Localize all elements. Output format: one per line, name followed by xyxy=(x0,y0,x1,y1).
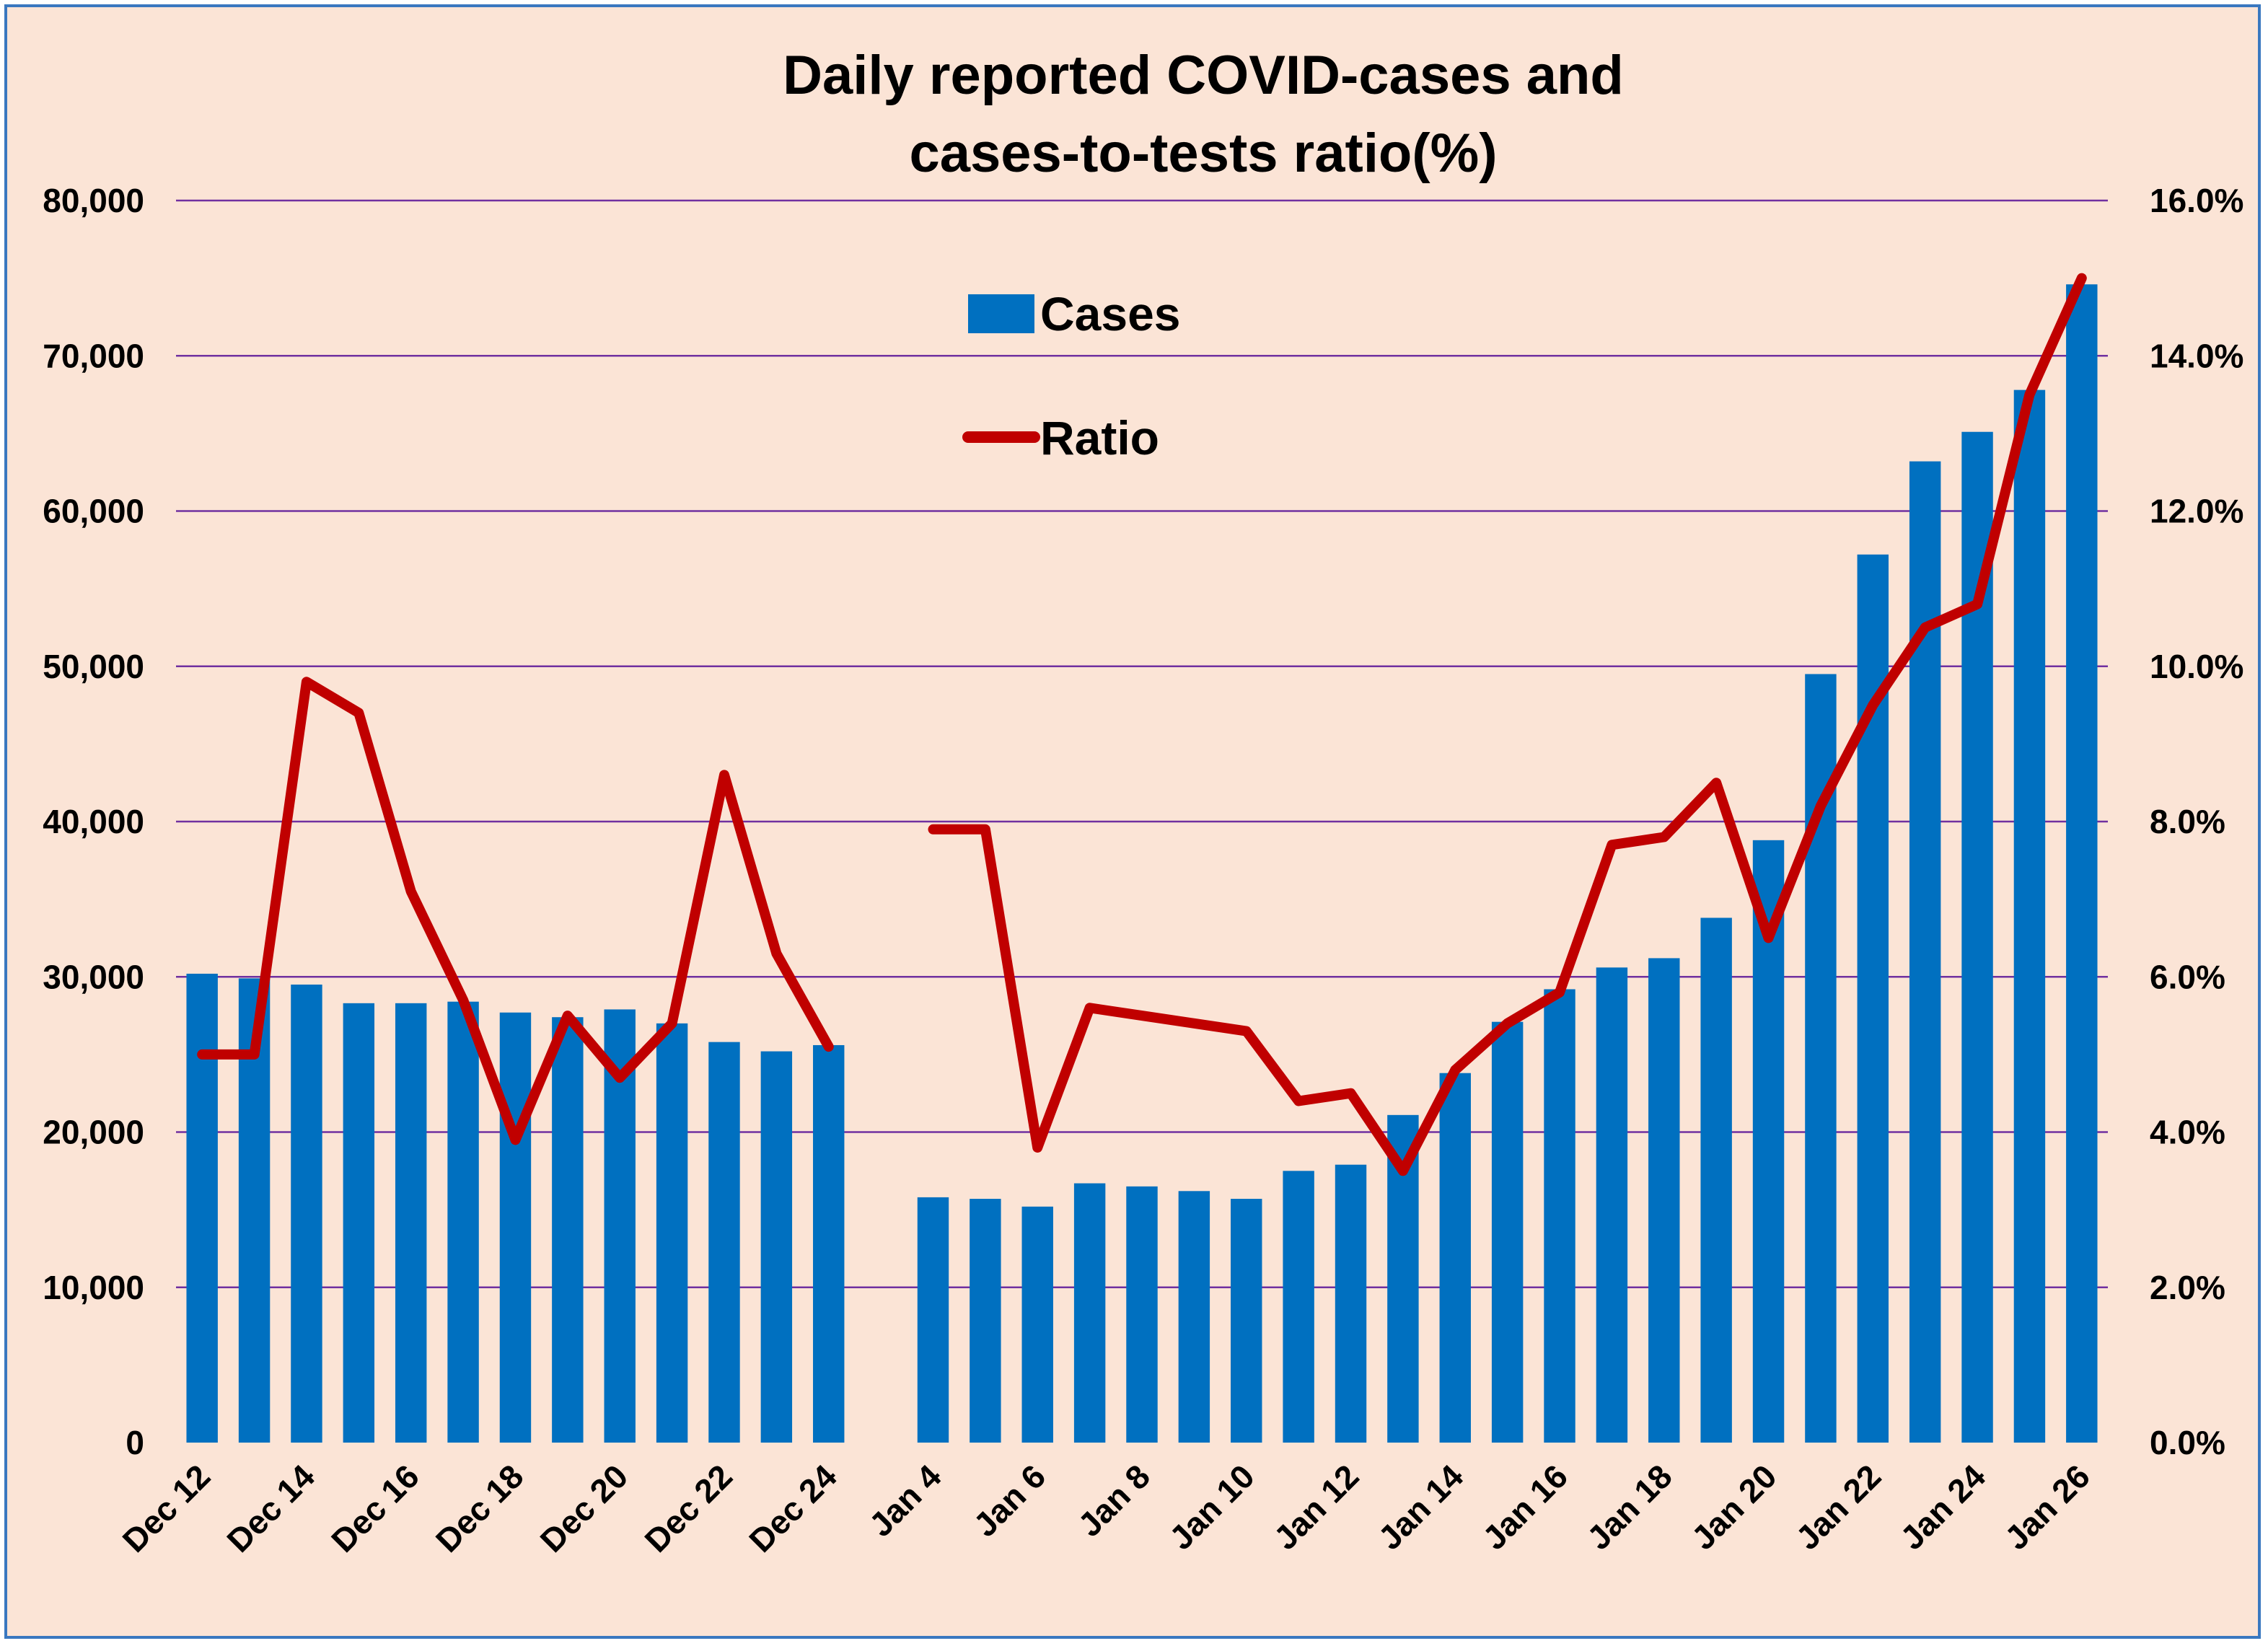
chart: Daily reported COVID-cases and cases-to-… xyxy=(43,45,2243,1559)
bar-jan-10 xyxy=(1231,1199,1262,1443)
right-axis-tick-label: 0.0% xyxy=(2150,1424,2225,1461)
left-axis-tick-label: 30,000 xyxy=(43,958,144,995)
left-axis-tick-label: 10,000 xyxy=(43,1269,144,1306)
bar-jan-4 xyxy=(917,1197,949,1443)
right-axis-tick-label: 6.0% xyxy=(2150,958,2225,995)
x-axis-tick-label: Dec 20 xyxy=(533,1457,636,1559)
bar-jan-23 xyxy=(1909,461,1941,1443)
gridlines xyxy=(176,199,2108,1288)
bar-dec-17 xyxy=(447,1001,479,1443)
right-axis-tick-label: 10.0% xyxy=(2150,648,2243,685)
x-axis-tick-label: Dec 16 xyxy=(324,1457,426,1559)
left-axis-tick-label: 70,000 xyxy=(43,337,144,374)
x-axis-tick-label: Jan 16 xyxy=(1475,1457,1575,1557)
right-axis: 0.0% 2.0% 4.0% 6.0% 8.0% 10.0% 12.0% 14.0% 16.0% xyxy=(2150,182,2243,1461)
x-axis-tick-label: Jan 18 xyxy=(1580,1457,1679,1557)
bar-dec-12 xyxy=(186,973,218,1443)
left-axis-tick-label: 50,000 xyxy=(43,648,144,685)
x-axis-tick-label: Jan 26 xyxy=(1997,1457,2097,1557)
legend-label-ratio: Ratio xyxy=(1040,411,1159,465)
bar-dec-16 xyxy=(395,1003,427,1443)
x-axis-tick-label: Jan 14 xyxy=(1371,1457,1470,1557)
bar-dec-22 xyxy=(708,1042,740,1443)
right-axis-tick-label: 14.0% xyxy=(2150,337,2243,374)
bar-jan-9 xyxy=(1178,1191,1210,1443)
right-axis-tick-label: 2.0% xyxy=(2150,1269,2225,1306)
x-axis-tick-label: Dec 12 xyxy=(115,1457,218,1559)
bar-dec-24 xyxy=(813,1044,845,1443)
legend-label-cases: Cases xyxy=(1040,287,1181,340)
bar-jan-26 xyxy=(2066,284,2098,1443)
chart-frame: Daily reported COVID-cases and cases-to-… xyxy=(4,4,2261,1639)
bar-jan-12 xyxy=(1335,1164,1367,1443)
bar-dec-23 xyxy=(760,1051,793,1443)
left-axis: 0 10,000 20,000 30,000 40,000 50,000 60,000 70,… xyxy=(43,182,144,1461)
chart-title-line-2: cases-to-tests ratio(%) xyxy=(909,123,1497,184)
right-axis-tick-label: 8.0% xyxy=(2150,803,2225,840)
ratio-line-segment-1 xyxy=(197,677,834,1145)
bar-dec-21 xyxy=(656,1023,688,1443)
left-axis-tick-label: 40,000 xyxy=(43,803,144,840)
bar-dec-18 xyxy=(499,1012,532,1443)
x-axis-tick-label: Jan 8 xyxy=(1071,1457,1157,1544)
right-axis-tick-label: 4.0% xyxy=(2150,1114,2225,1151)
x-axis-tick-label: Jan 22 xyxy=(1788,1457,1888,1557)
x-axis-tick-label: Dec 18 xyxy=(428,1457,531,1559)
bar-jan-15 xyxy=(1491,1021,1524,1443)
x-axis-tick-label: Dec 14 xyxy=(219,1457,322,1559)
bar-jan-6 xyxy=(1021,1206,1053,1443)
bar-jan-17 xyxy=(1596,967,1628,1443)
right-axis-tick-label: 16.0% xyxy=(2150,182,2243,219)
bar-dec-19 xyxy=(552,1017,584,1443)
bar-jan-14 xyxy=(1439,1073,1471,1443)
x-axis: Dec 12 Dec 14 Dec 16 Dec 18 Dec 20 Dec 22 Dec … xyxy=(115,1457,2097,1559)
legend-swatch-cases xyxy=(968,294,1034,333)
bar-jan-5 xyxy=(970,1199,1001,1443)
bar-jan-11 xyxy=(1283,1171,1314,1443)
bar-dec-14 xyxy=(291,985,322,1443)
line-series-ratio xyxy=(197,273,2087,1176)
bar-jan-25 xyxy=(2013,390,2046,1443)
bar-jan-8 xyxy=(1126,1186,1158,1443)
left-axis-tick-label: 80,000 xyxy=(43,182,144,219)
left-axis-tick-label: 60,000 xyxy=(43,493,144,530)
bar-jan-7 xyxy=(1073,1183,1106,1443)
x-axis-tick-label: Jan 4 xyxy=(862,1457,949,1544)
legend: Cases Ratio xyxy=(962,287,1181,465)
x-axis-tick-label: Jan 10 xyxy=(1162,1457,1262,1557)
x-axis-tick-label: Jan 20 xyxy=(1684,1457,1784,1557)
chart-title-line-1: Daily reported COVID-cases and xyxy=(783,45,1624,106)
x-axis-tick-label: Jan 12 xyxy=(1267,1457,1366,1557)
x-axis-tick-label: Dec 24 xyxy=(742,1457,844,1559)
bar-jan-16 xyxy=(1544,989,1575,1443)
left-axis-tick-label: 0 xyxy=(126,1424,144,1461)
ratio-line-segment-2 xyxy=(928,273,2087,1176)
x-axis-tick-label: Jan 24 xyxy=(1893,1457,1992,1557)
bar-dec-15 xyxy=(343,1003,375,1443)
bar-jan-19 xyxy=(1700,917,1732,1443)
bar-jan-18 xyxy=(1648,958,1680,1443)
right-axis-tick-label: 12.0% xyxy=(2150,493,2243,530)
x-axis-tick-label: Dec 22 xyxy=(637,1457,739,1559)
x-axis-tick-label: Jan 6 xyxy=(966,1457,1052,1544)
left-axis-tick-label: 20,000 xyxy=(43,1114,144,1151)
